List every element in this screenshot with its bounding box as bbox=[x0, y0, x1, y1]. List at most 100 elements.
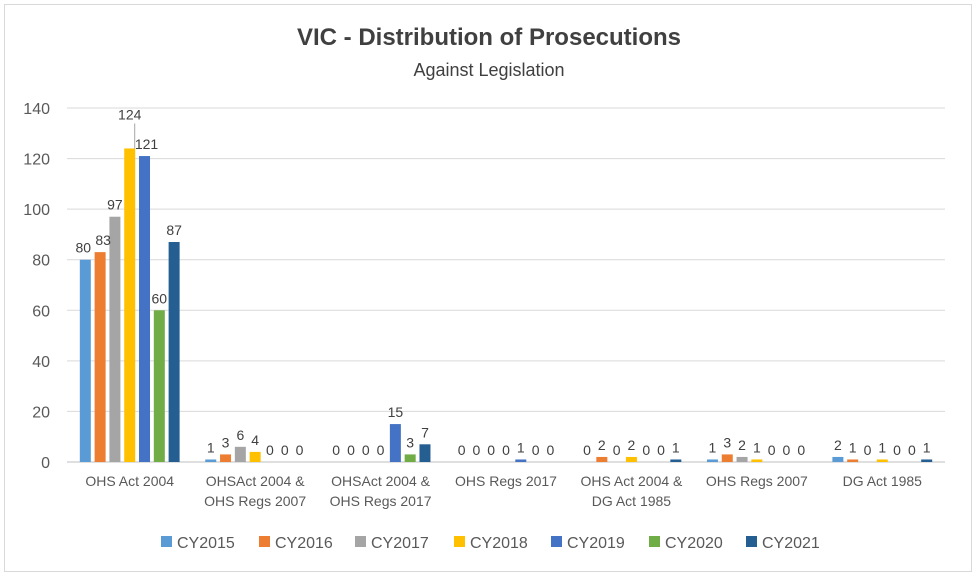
bars bbox=[79, 148, 933, 463]
bar-cy2021 bbox=[670, 459, 682, 462]
bar-cy2021 bbox=[921, 459, 933, 462]
data-label: 1 bbox=[923, 439, 931, 455]
data-label: 1 bbox=[878, 439, 886, 455]
bar-cy2015 bbox=[832, 456, 844, 462]
y-tick-label: 20 bbox=[32, 404, 50, 421]
data-label: 6 bbox=[236, 427, 244, 443]
bar-cy2018 bbox=[124, 148, 136, 462]
legend-swatch-cy2020 bbox=[649, 536, 660, 547]
legend-label: CY2015 bbox=[177, 535, 235, 552]
legend: CY2015 CY2016 CY2017 CY2018 CY2019 CY2020 CY20… bbox=[161, 535, 820, 552]
legend-swatch-cy2016 bbox=[259, 536, 270, 547]
legend-swatch-cy2018 bbox=[454, 536, 465, 547]
data-label: 0 bbox=[797, 442, 805, 458]
data-label: 0 bbox=[296, 442, 304, 458]
data-label: 0 bbox=[473, 442, 481, 458]
x-category-label: OHSAct 2004 & bbox=[331, 473, 430, 489]
data-label: 0 bbox=[377, 442, 385, 458]
data-label: 2 bbox=[738, 437, 746, 453]
bar-cy2015 bbox=[205, 459, 217, 462]
x-category-label: OHS Regs 2017 bbox=[330, 493, 432, 509]
gridlines bbox=[67, 107, 945, 463]
x-category-label: OHS Act 2004 bbox=[85, 473, 174, 489]
x-category-label: OHS Act 2004 & bbox=[580, 473, 683, 489]
data-label: 0 bbox=[642, 442, 650, 458]
data-label: 0 bbox=[547, 442, 555, 458]
y-tick-label: 40 bbox=[32, 354, 50, 371]
bar-cy2016 bbox=[847, 459, 859, 462]
data-label: 4 bbox=[251, 432, 259, 448]
data-label: 0 bbox=[347, 442, 355, 458]
legend-label: CY2020 bbox=[665, 535, 723, 552]
data-label: 3 bbox=[723, 434, 731, 450]
data-label: 1 bbox=[517, 439, 525, 455]
y-tick-label: 140 bbox=[23, 101, 50, 118]
x-category-label: DG Act 1985 bbox=[592, 493, 672, 509]
bar-cy2018 bbox=[249, 451, 261, 462]
bar-cy2019 bbox=[515, 459, 527, 462]
bar-cy2016 bbox=[721, 454, 733, 462]
data-label: 0 bbox=[502, 442, 510, 458]
bar-cy2017 bbox=[736, 456, 748, 462]
data-label: 97 bbox=[107, 197, 123, 213]
data-label: 2 bbox=[628, 437, 636, 453]
x-category-label: OHSAct 2004 & bbox=[206, 473, 305, 489]
legend-swatch-cy2017 bbox=[355, 536, 366, 547]
legend-swatch-cy2021 bbox=[746, 536, 757, 547]
data-label: 15 bbox=[388, 404, 404, 420]
y-tick-label: 120 bbox=[23, 152, 50, 169]
bar-cy2020 bbox=[404, 454, 416, 462]
data-label: 0 bbox=[362, 442, 370, 458]
bar-cy2020 bbox=[153, 310, 165, 462]
data-label: 0 bbox=[332, 442, 340, 458]
data-label: 0 bbox=[657, 442, 665, 458]
data-label: 0 bbox=[458, 442, 466, 458]
data-label: 0 bbox=[864, 442, 872, 458]
data-label: 80 bbox=[76, 240, 92, 256]
chart-title: VIC - Distribution of Prosecutions bbox=[296, 24, 681, 51]
chart-subtitle: Against Legislation bbox=[413, 60, 565, 80]
bar-cy2015 bbox=[706, 459, 718, 462]
data-label: 1 bbox=[709, 439, 717, 455]
bar-cy2021 bbox=[168, 242, 180, 462]
bar-cy2017 bbox=[109, 216, 121, 462]
y-tick-label: 0 bbox=[41, 455, 50, 472]
data-label: 83 bbox=[95, 232, 111, 248]
data-label: 3 bbox=[406, 434, 414, 450]
y-axis: 0 20 40 60 80 100 120 140 bbox=[23, 101, 50, 472]
data-label: 0 bbox=[768, 442, 776, 458]
data-label: 3 bbox=[222, 434, 230, 450]
legend-swatch-cy2019 bbox=[551, 536, 562, 547]
chart-frame bbox=[4, 4, 972, 572]
bar-cy2018 bbox=[751, 459, 763, 462]
bar-cy2018 bbox=[876, 459, 888, 462]
data-label: 0 bbox=[281, 442, 289, 458]
data-label: 0 bbox=[532, 442, 540, 458]
data-label: 1 bbox=[207, 439, 215, 455]
data-label: 1 bbox=[672, 439, 680, 455]
data-label: 0 bbox=[783, 442, 791, 458]
data-label: 1 bbox=[753, 439, 761, 455]
data-label: 0 bbox=[487, 442, 495, 458]
x-category-label: OHS Regs 2007 bbox=[706, 473, 808, 489]
data-label: 124 bbox=[118, 106, 142, 122]
legend-swatch-cy2015 bbox=[161, 536, 172, 547]
legend-label: CY2016 bbox=[275, 535, 333, 552]
x-category-label: DG Act 1985 bbox=[843, 473, 923, 489]
y-tick-label: 80 bbox=[32, 253, 50, 270]
data-label: 7 bbox=[421, 424, 429, 440]
data-label: 121 bbox=[135, 136, 159, 152]
data-label: 0 bbox=[583, 442, 591, 458]
data-label: 0 bbox=[893, 442, 901, 458]
bar-cy2016 bbox=[94, 252, 106, 462]
data-label: 87 bbox=[166, 222, 182, 238]
data-label: 0 bbox=[613, 442, 621, 458]
bar-cy2019 bbox=[139, 156, 151, 463]
bar-cy2016 bbox=[596, 456, 608, 462]
data-label: 0 bbox=[266, 442, 274, 458]
bar-cy2021 bbox=[419, 444, 431, 462]
x-category-label: OHS Regs 2017 bbox=[455, 473, 557, 489]
x-category-label: OHS Regs 2007 bbox=[204, 493, 306, 509]
